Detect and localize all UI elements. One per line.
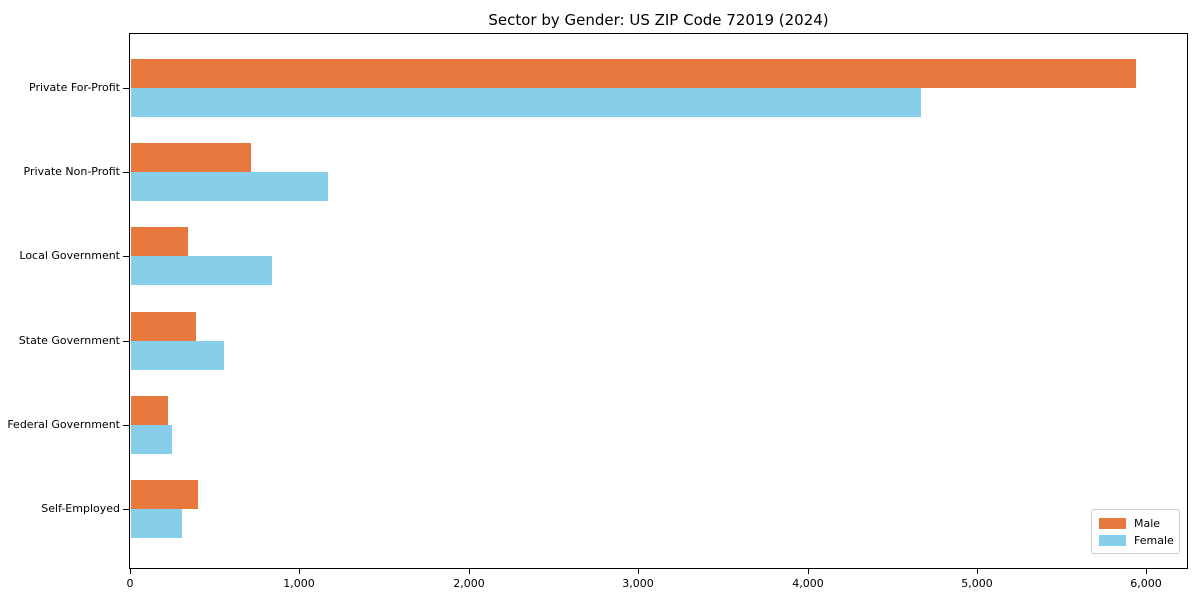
- y-tick-label: Federal Government: [7, 417, 120, 431]
- y-tick-label: Private For-Profit: [29, 81, 120, 94]
- bar-male-6: [131, 480, 198, 509]
- female-series-swatch: [1099, 535, 1126, 546]
- legend-label-female: Female: [1134, 533, 1174, 547]
- y-tick: [123, 172, 130, 174]
- x-tick: [977, 569, 978, 574]
- x-tick-label: 2,000: [453, 577, 485, 590]
- bar-male-5: [131, 395, 168, 425]
- y-tick: [123, 509, 130, 510]
- y-tick-label: State Government: [18, 333, 120, 347]
- bar-female-3: [131, 256, 272, 286]
- bar-female-6: [131, 509, 182, 538]
- x-tick: [808, 569, 809, 574]
- y-tick: [123, 424, 130, 426]
- x-tick: [299, 569, 300, 574]
- legend-entry-male: Male: [1099, 516, 1172, 531]
- x-tick: [1146, 569, 1147, 574]
- chart-title: Sector by Gender: US ZIP Code 72019 (202…: [488, 11, 829, 29]
- y-tick: [123, 88, 130, 89]
- bar-male-2: [131, 143, 251, 173]
- y-tick-label: Self-Employed: [41, 502, 120, 515]
- bar-male-1: [131, 59, 1136, 88]
- x-tick-label: 6,000: [1130, 577, 1162, 590]
- bar-female-5: [131, 424, 172, 454]
- male-series-swatch: [1099, 518, 1126, 529]
- x-tick-label: 4,000: [792, 577, 824, 590]
- y-tick: [123, 256, 130, 258]
- legend-entry-female: Female: [1099, 533, 1174, 548]
- x-tick: [469, 569, 470, 574]
- plot-frame: [129, 33, 1188, 569]
- y-tick-label: Private Non-Profit: [23, 165, 120, 179]
- x-tick-label: 0: [126, 577, 134, 590]
- legend: Male Female: [1091, 509, 1180, 554]
- bar-female-4: [131, 340, 224, 370]
- x-tick-label: 5,000: [961, 577, 993, 590]
- x-tick: [638, 569, 639, 574]
- x-tick-label: 1,000: [283, 577, 315, 590]
- bar-male-3: [131, 227, 188, 257]
- bar-female-2: [131, 172, 328, 202]
- x-tick-label: 3,000: [622, 577, 654, 590]
- bar-female-1: [131, 88, 921, 117]
- legend-label-male: Male: [1134, 516, 1161, 530]
- bar-male-4: [131, 311, 196, 341]
- y-tick-label: Local Government: [19, 249, 120, 263]
- y-tick: [123, 340, 130, 342]
- x-tick: [130, 569, 131, 574]
